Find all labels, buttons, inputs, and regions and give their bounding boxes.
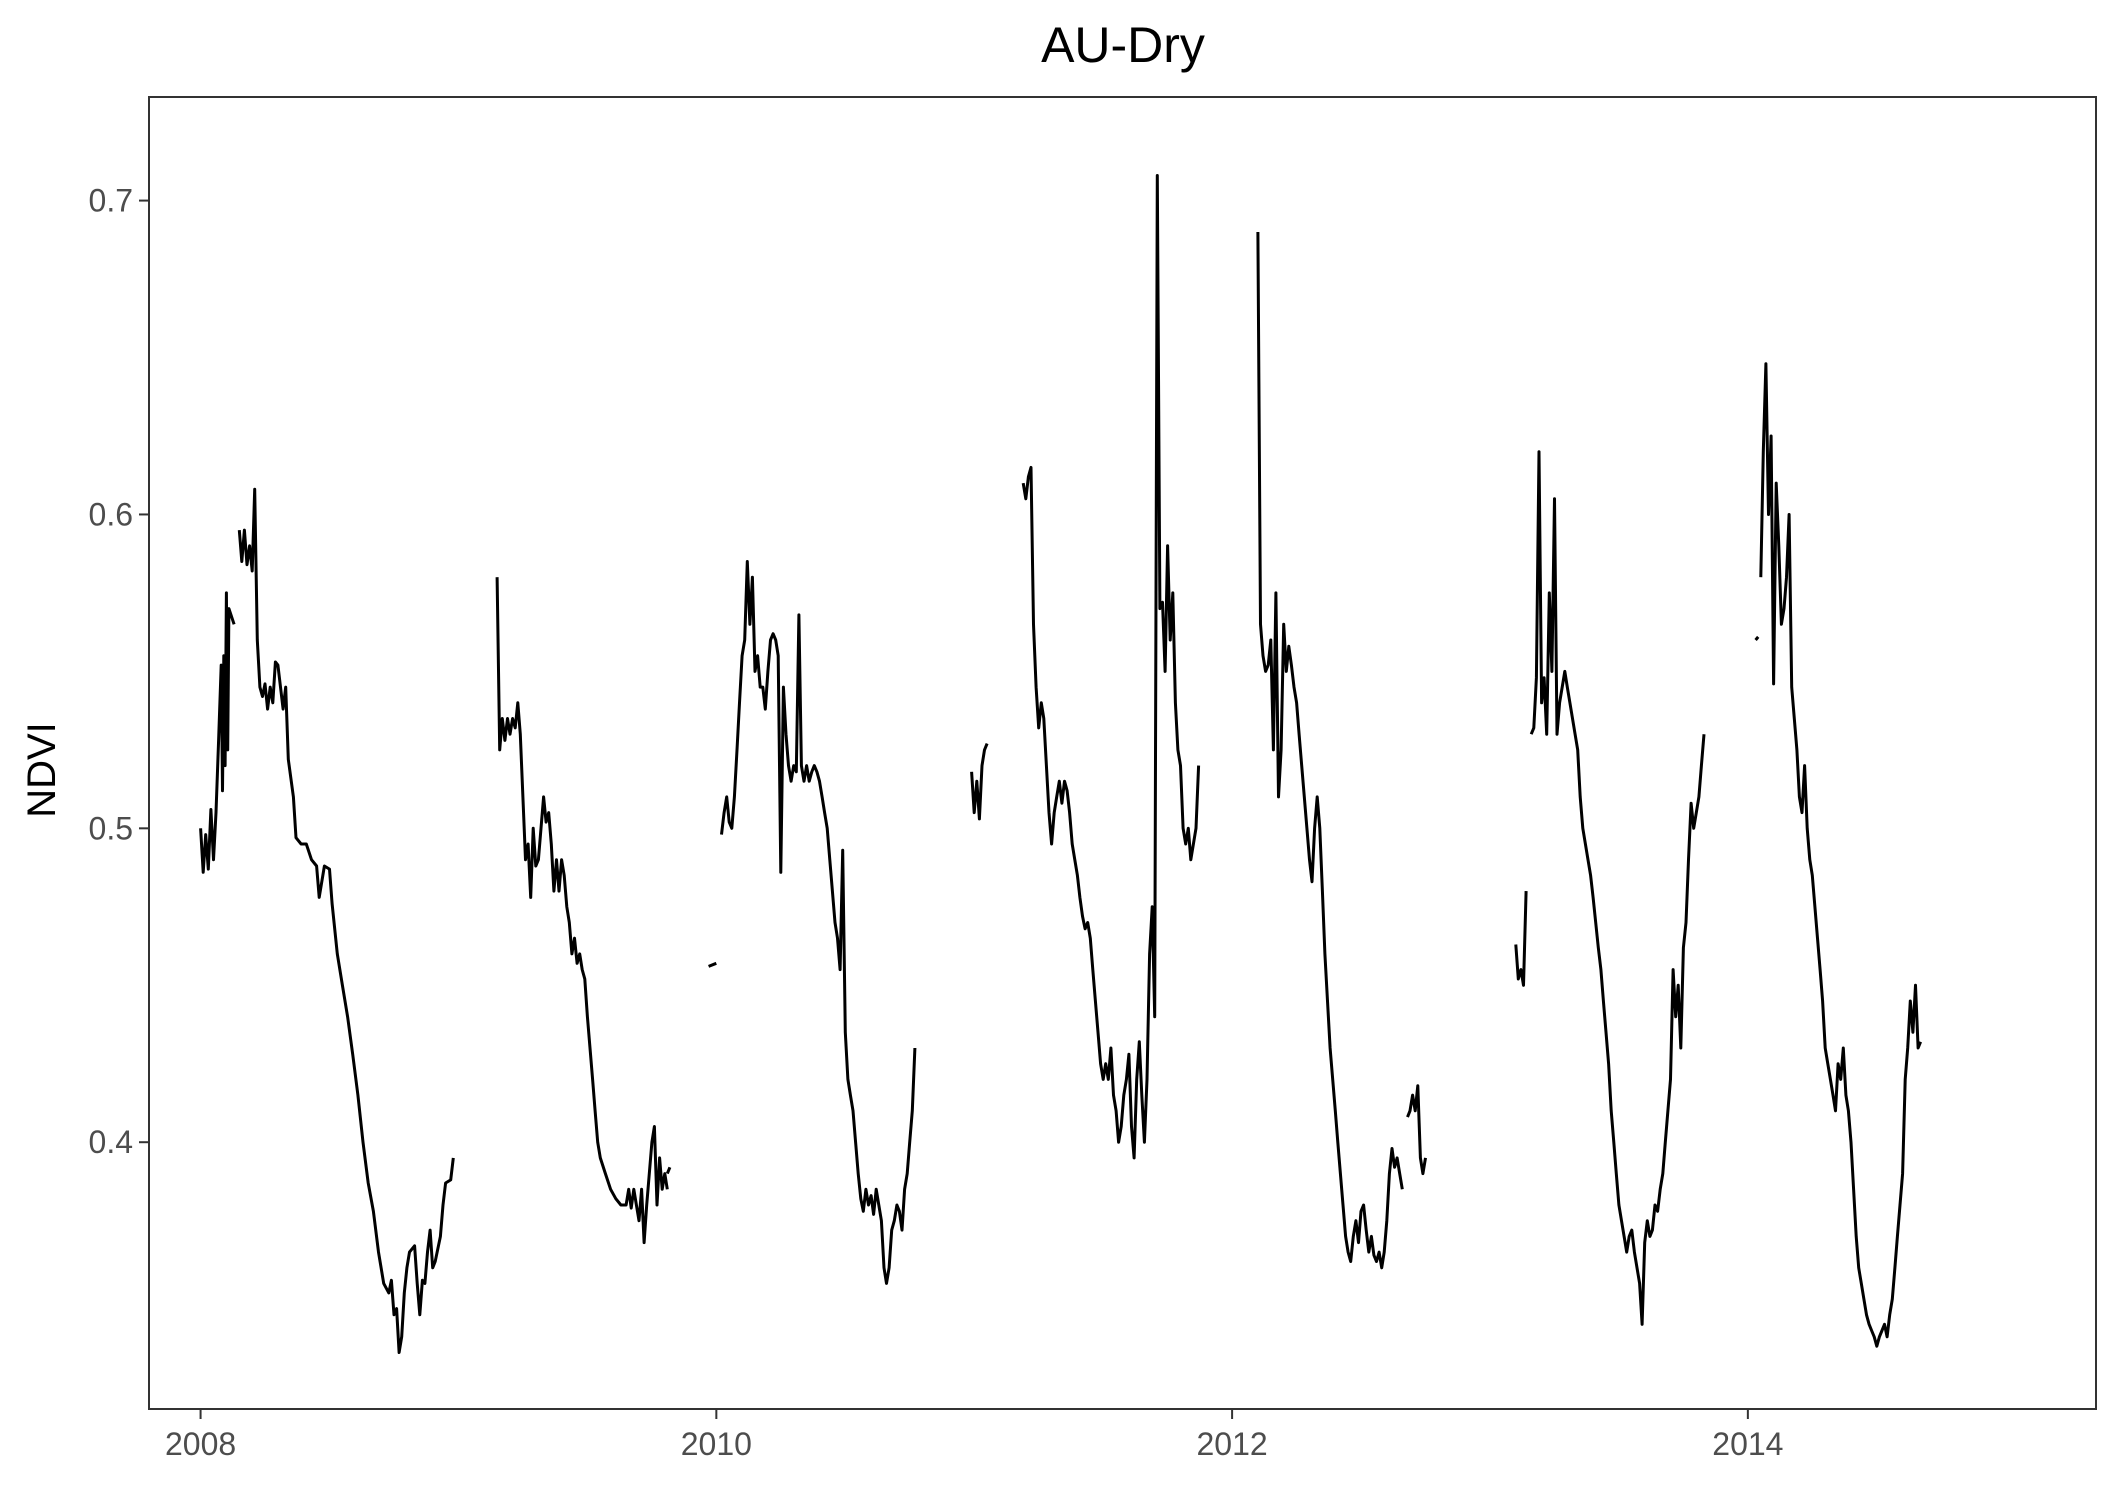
panel-border [148, 96, 2097, 1410]
ndvi-line-segment-2-0 [970, 743, 989, 821]
y-tick-label: 0.4 [89, 1124, 133, 1160]
ndvi-line-segment-2-3 [1406, 1084, 1427, 1176]
x-tick-label: 2012 [1197, 1426, 1268, 1462]
ndvi-line-segment-1-1 [665, 1166, 672, 1175]
ndvi-line-segment-3-3 [1759, 362, 1922, 1348]
ndvi-line-segment-0-1 [237, 487, 455, 1354]
y-axis-title: NDVI [20, 722, 64, 818]
ndvi-line-segment-3-0 [1514, 891, 1528, 987]
ndvi-line-segment-2-1 [1021, 174, 1201, 1160]
ndvi-line-segment-0-0 [199, 591, 236, 874]
x-tick-label: 2010 [681, 1426, 752, 1462]
y-tick-label: 0.6 [89, 496, 133, 532]
y-tick-label: 0.5 [89, 810, 133, 846]
ndvi-line-segment-1-3 [720, 560, 917, 1285]
x-tick-label: 2014 [1712, 1426, 1783, 1462]
plot-panel [199, 174, 1922, 1354]
axes: 2008 2010 2012 2014 0.4 0.5 0.6 0.7 [89, 183, 1784, 1462]
ndvi-line-segment-2-2 [1256, 231, 1404, 1270]
y-tick-label: 0.7 [89, 183, 133, 219]
ndvi-line-segment-3-2 [1754, 635, 1760, 641]
ndvi-line-segment-3-1 [1529, 450, 1706, 1326]
ndvi-line-segment-1-2 [708, 961, 717, 968]
x-tick-label: 2008 [165, 1426, 236, 1462]
chart-title: AU-Dry [1041, 17, 1205, 73]
ndvi-line-segment-1-0 [495, 577, 669, 1245]
